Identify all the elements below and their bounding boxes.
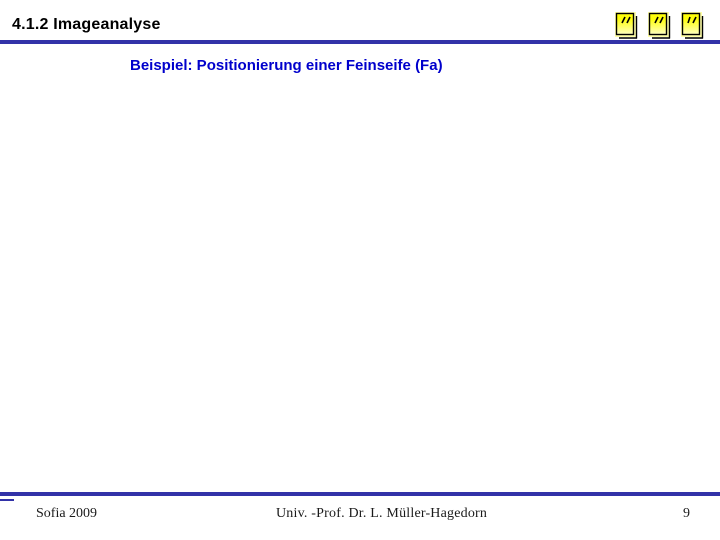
- slide-title: 4.1.2 Imageanalyse: [12, 16, 161, 33]
- flipchart-action-button-3[interactable]: [681, 12, 705, 40]
- flipchart-action-button-2[interactable]: [648, 12, 672, 40]
- flipchart-action-button-1[interactable]: [615, 12, 639, 40]
- header-divider-line: [0, 40, 720, 44]
- footer-divider-stub: [0, 499, 14, 501]
- slide-subtitle: Beispiel: Positionierung einer Feinseife…: [130, 57, 443, 74]
- footer-author-label: Univ. -Prof. Dr. L. Müller-Hagedorn: [276, 506, 488, 521]
- flipchart-icon: [681, 12, 704, 39]
- flipchart-icon: [615, 12, 638, 39]
- flipchart-icon: [648, 12, 671, 39]
- footer-page-number: 9: [683, 506, 690, 521]
- slide-body-empty: [0, 90, 720, 485]
- footer-event-label: Sofia 2009: [36, 506, 98, 521]
- nav-icon-group: [615, 12, 705, 40]
- footer-divider-line: [0, 492, 720, 496]
